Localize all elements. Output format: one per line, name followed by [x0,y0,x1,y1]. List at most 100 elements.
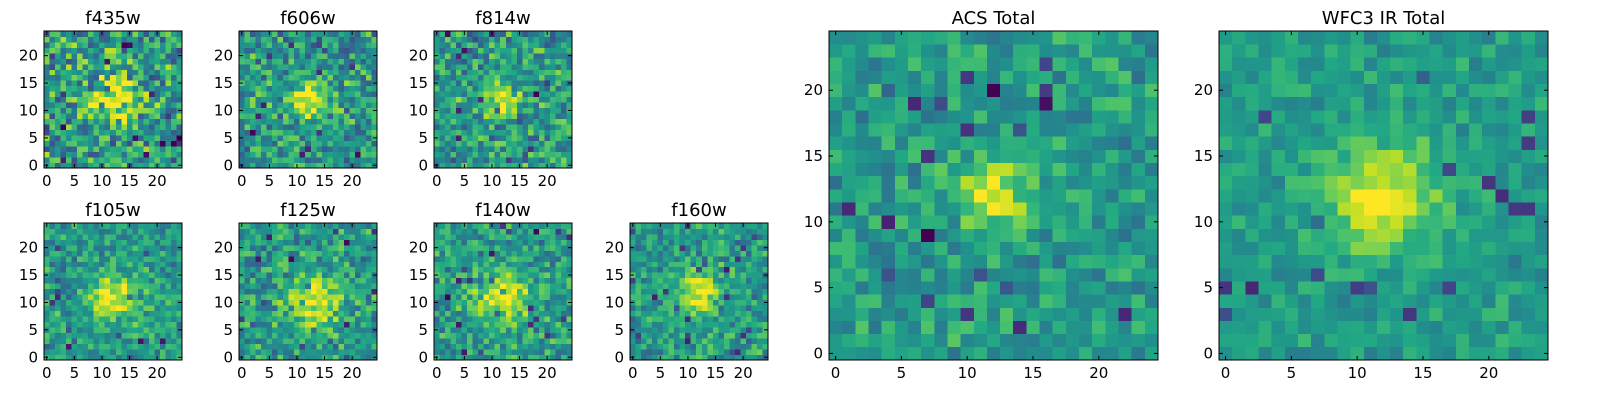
heatmap-cell [528,113,534,119]
heatmap-cell [652,283,658,289]
heatmap-cell [1053,255,1067,269]
heatmap-cell [72,80,78,86]
heatmap-cell [132,47,138,53]
heatmap-cell [99,272,105,278]
heatmap-cell [143,86,149,92]
heatmap-cell [533,228,539,234]
heatmap-cell [636,349,642,355]
heatmap-cell [250,311,256,317]
heatmap-cell [658,311,664,317]
heatmap-cell [355,108,361,114]
heatmap-cell [83,102,89,108]
heatmap-cell [724,311,730,317]
heatmap-cell [160,294,166,300]
heatmap-cell [451,69,457,75]
heatmap-cell [1145,189,1159,203]
heatmap-cell [751,311,757,317]
heatmap-cell [478,119,484,125]
heatmap-cell [1026,242,1040,256]
heatmap-cell [685,228,691,234]
heatmap-cell [842,176,856,190]
heatmap-cell [539,305,545,311]
heatmap-cell [61,272,67,278]
heatmap-cell [300,58,306,64]
heatmap-cell [143,97,149,103]
heatmap-cell [1013,255,1027,269]
heatmap-cell [121,223,127,229]
heatmap-cell [506,91,512,97]
heatmap-cell [1079,268,1093,282]
heatmap-cell [680,234,686,240]
heatmap-cell [110,300,116,306]
heatmap-cell [278,223,284,229]
panel-title: f160w [671,200,726,221]
heatmap-cell [160,245,166,251]
heatmap-cell [110,250,116,256]
heatmap-cell [366,119,372,125]
heatmap-cell [729,349,735,355]
heatmap-cell [961,215,975,229]
heatmap-cell [636,223,642,229]
y-tick-label: 15 [409,74,428,92]
heatmap-cell [283,58,289,64]
heatmap-cell [283,245,289,251]
heatmap-cell [478,91,484,97]
heatmap-cell [360,141,366,147]
heatmap-cell [305,311,311,317]
heatmap-cell [267,75,273,81]
heatmap-cell [528,267,534,273]
heatmap-cell [55,141,61,147]
heatmap-cell [300,278,306,284]
heatmap-cell [478,267,484,273]
heatmap-cell [88,146,94,152]
heatmap-cell [495,64,501,70]
heatmap-cell [138,278,144,284]
heatmap-cell [366,47,372,53]
heatmap-cell [77,31,83,37]
heatmap-cell [66,80,72,86]
heatmap-cell [467,124,473,130]
heatmap-cell [669,344,675,350]
heatmap-cell [338,152,344,158]
heatmap-cell [451,53,457,59]
heatmap-cell [149,283,155,289]
heatmap-cell [110,322,116,328]
heatmap-cell [641,278,647,284]
heatmap-cell [66,141,72,147]
heatmap-cell [278,322,284,328]
heatmap-cell [132,327,138,333]
heatmap-cell [300,256,306,262]
heatmap-cell [511,338,517,344]
heatmap-cell [462,349,468,355]
heatmap-cell [245,141,251,147]
heatmap-cell [669,338,675,344]
heatmap-cell [680,278,686,284]
heatmap-cell [561,58,567,64]
heatmap-cell [478,75,484,81]
heatmap-cell [245,91,251,97]
heatmap-cell [333,289,339,295]
heatmap-cell [484,102,490,108]
heatmap-cell [289,36,295,42]
heatmap-cell [1013,202,1027,216]
heatmap-cell [94,338,100,344]
heatmap-cell [132,338,138,344]
heatmap-cell [171,146,177,152]
heatmap-cell [88,250,94,256]
heatmap-cell [1145,268,1159,282]
heatmap-cell [478,36,484,42]
heatmap-cell [311,267,317,273]
heatmap-cell [511,130,517,136]
heatmap-cell [311,36,317,42]
heatmap-cell [143,327,149,333]
heatmap-cell [495,47,501,53]
heatmap-cell [165,261,171,267]
heatmap-cell [652,261,658,267]
heatmap-cell [868,281,882,295]
heatmap-cell [138,130,144,136]
heatmap-cell [961,334,975,348]
heatmap-cell [267,113,273,119]
y-tick-label: 20 [19,239,38,257]
heatmap-cell [289,305,295,311]
heatmap-cell [256,289,262,295]
